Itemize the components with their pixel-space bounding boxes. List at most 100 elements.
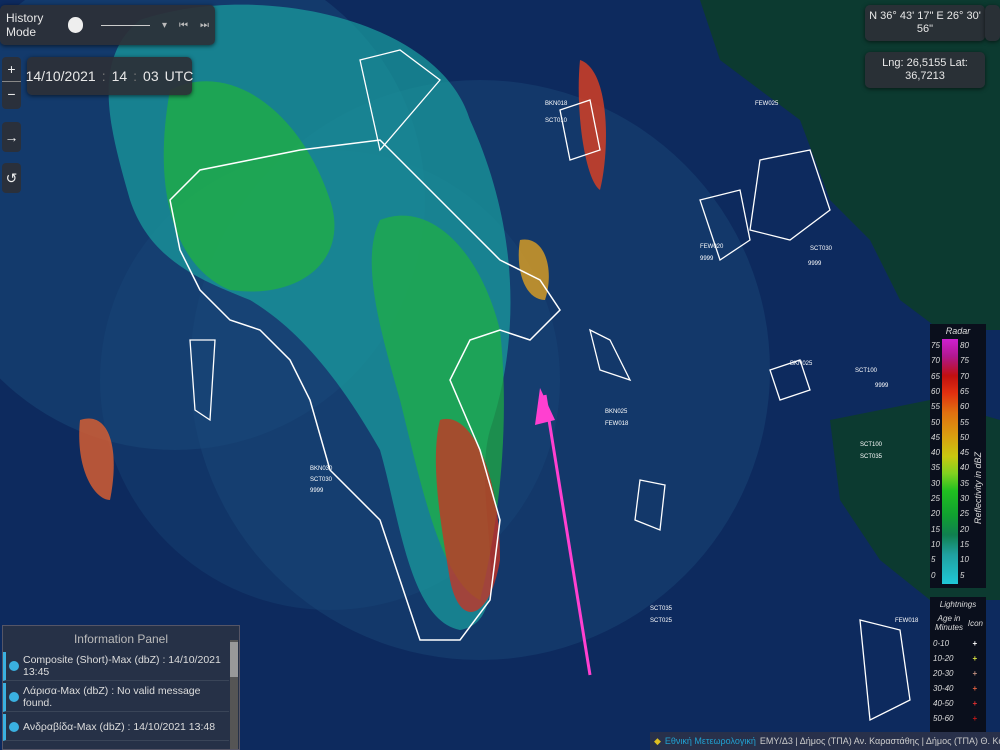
credits-bar: ◆ Εθνική Μετεωρολογική ΕΜΥ/Δ3 | Δήμος (Τ…: [650, 732, 1000, 750]
lightning-legend-row: 30-40 +: [930, 681, 986, 696]
info-panel-title: Information Panel: [73, 632, 169, 646]
lightning-legend-row: 50-60 +: [930, 711, 986, 726]
date-value[interactable]: 14/10/2021: [25, 68, 96, 84]
coastline-greece: [169, 139, 561, 641]
info-icon: [9, 692, 19, 702]
lightning-legend-row: 10-20 +: [930, 651, 986, 666]
zoom-in-button[interactable]: +: [7, 61, 16, 77]
lightning-legend-row: 20-30 +: [930, 666, 986, 681]
lightning-plus-icon: +: [972, 714, 977, 723]
station-labels: BKN018 SCT010 FEW025 SCT030 SCT100 SCT100 SCT…: [310, 101, 919, 624]
info-item-text: Ανδραβίδα-Max (dbZ) : 14/10/2021 13:48: [23, 721, 216, 733]
credits-text: ΕΜΥ/Δ3 | Δήμος (ΤΠΑ) Αν. Καραστάθης | Δή…: [759, 736, 1000, 746]
radar-legend: Radar 75 70 65 60 55 50 45 40 35 30 25 20 15 10 5 0 80 75…: [930, 324, 986, 588]
coordinates-dms: N 36° 43' 17" E 26° 30' 56": [865, 5, 985, 41]
scale-tick-left: 70: [931, 356, 940, 366]
scale-tick-left: 25: [931, 494, 940, 503]
scale-tick-left: 0: [931, 570, 936, 580]
scale-tick-left: 15: [931, 524, 940, 534]
scale-tick-left: 60: [931, 386, 940, 396]
svg-text:SCT030: SCT030: [310, 477, 333, 483]
lightning-plus-icon: +: [972, 654, 977, 663]
scale-tick-right: 60: [960, 402, 969, 412]
info-item[interactable]: Λάρισα-Max (dbZ) : No valid message foun…: [3, 683, 229, 712]
logo-icon: ◆: [654, 735, 661, 746]
lightning-legend: Lightnings Age in Minutes Icon 0-10 +10-20…: [930, 597, 986, 737]
age-range: 0-10: [933, 639, 950, 648]
minute-value[interactable]: 03: [143, 68, 159, 84]
brand-name: Εθνική Μετεωρολογική: [664, 736, 756, 746]
history-mode-label: History Mode: [6, 11, 44, 39]
scale-tick-left: 35: [931, 463, 940, 473]
scale-tick-left: 55: [931, 402, 940, 412]
scale-tick-left: 40: [931, 448, 940, 458]
svg-text:SCT035: SCT035: [650, 606, 673, 612]
scale-tick-right: 80: [960, 341, 969, 350]
hour-value[interactable]: 14: [111, 68, 128, 84]
skip-back-icon[interactable]: ⏮: [178, 19, 188, 31]
scale-tick-left: 75: [931, 341, 940, 350]
separator: :: [133, 68, 138, 84]
layers-icon[interactable]: [985, 5, 1000, 41]
scale-tick-left: 5: [931, 555, 936, 565]
info-icon: [9, 722, 19, 732]
zoom-controls: + −: [2, 57, 21, 109]
svg-text:SCT100: SCT100: [860, 442, 883, 448]
age-range: 30-40: [933, 684, 954, 693]
age-range: 20-30: [933, 669, 954, 678]
svg-text:FEW018: FEW018: [605, 421, 629, 427]
svg-text:SCT030: SCT030: [810, 246, 833, 252]
scale-tick-right: 65: [960, 386, 969, 396]
scale-tick-right: 10: [960, 555, 969, 565]
scale-tick-right: 50: [960, 432, 969, 442]
scale-tick-left: 30: [931, 478, 940, 488]
scale-tick-right: 5: [960, 570, 965, 580]
history-time-slider[interactable]: [100, 24, 150, 26]
dropdown-caret-icon[interactable]: ▾: [161, 19, 167, 31]
scale-tick-right: 70: [960, 371, 969, 381]
zoom-out-button[interactable]: −: [2, 81, 21, 106]
lightning-legend-row: 40-50 +: [930, 696, 986, 711]
scale-tick-left: 65: [931, 371, 940, 381]
svg-text:9999: 9999: [875, 383, 889, 389]
lightning-legend-title: Lightnings: [939, 600, 977, 609]
svg-text:BKN030: BKN030: [310, 466, 333, 472]
lightning-plus-icon: +: [972, 684, 977, 693]
svg-text:9999: 9999: [310, 488, 324, 494]
age-header: Age in Minutes: [934, 614, 963, 632]
lightning-plus-icon: +: [972, 639, 977, 648]
reset-button[interactable]: ↺: [2, 163, 21, 193]
scale-tick-left: 45: [931, 432, 940, 442]
info-item[interactable]: Ανδραβίδα-Max (dbZ) : 14/10/2021 13:48: [3, 714, 229, 741]
information-panel: Information Panel Composite (Short)-Max …: [2, 625, 240, 750]
scale-tick-right: 75: [960, 356, 969, 366]
color-scale-bar: [942, 339, 958, 584]
svg-text:9999: 9999: [808, 261, 822, 267]
annotation-arrow: [543, 394, 592, 676]
scale-tick-right: 40: [960, 463, 969, 473]
time-display[interactable]: 14/10/2021: 14: 03 UTC: [25, 57, 193, 95]
svg-text:SCT100: SCT100: [855, 368, 878, 374]
skip-forward-icon[interactable]: ⏭: [199, 19, 209, 31]
info-item[interactable]: Composite (Short)-Max (dbZ) : 14/10/2021…: [3, 652, 229, 681]
scale-tick-left: 10: [931, 539, 940, 549]
history-mode-toggle[interactable]: [67, 17, 83, 33]
svg-text:FEW020: FEW020: [700, 244, 724, 250]
info-panel-scrollbar[interactable]: [230, 640, 238, 749]
radar-legend-title: Radar: [945, 326, 971, 336]
svg-text:SCT035: SCT035: [860, 454, 883, 460]
scale-tick-right: 30: [960, 494, 969, 503]
coastline-islands: [189, 49, 911, 722]
arrow-button[interactable]: →: [2, 122, 21, 152]
scale-tick-right: 20: [960, 524, 969, 534]
svg-text:9999: 9999: [700, 256, 714, 262]
svg-text:SCT025: SCT025: [650, 618, 673, 624]
scale-tick-left: 50: [931, 417, 940, 427]
scale-tick-left: 20: [931, 509, 940, 519]
scale-tick-right: 45: [960, 448, 969, 458]
svg-text:BKN018: BKN018: [545, 101, 568, 107]
info-item-text: Λάρισα-Max (dbZ) : No valid message foun…: [23, 685, 201, 709]
svg-text:FEW018: FEW018: [895, 618, 919, 624]
svg-text:FEW025: FEW025: [755, 101, 779, 107]
scale-tick-right: 55: [960, 417, 969, 427]
